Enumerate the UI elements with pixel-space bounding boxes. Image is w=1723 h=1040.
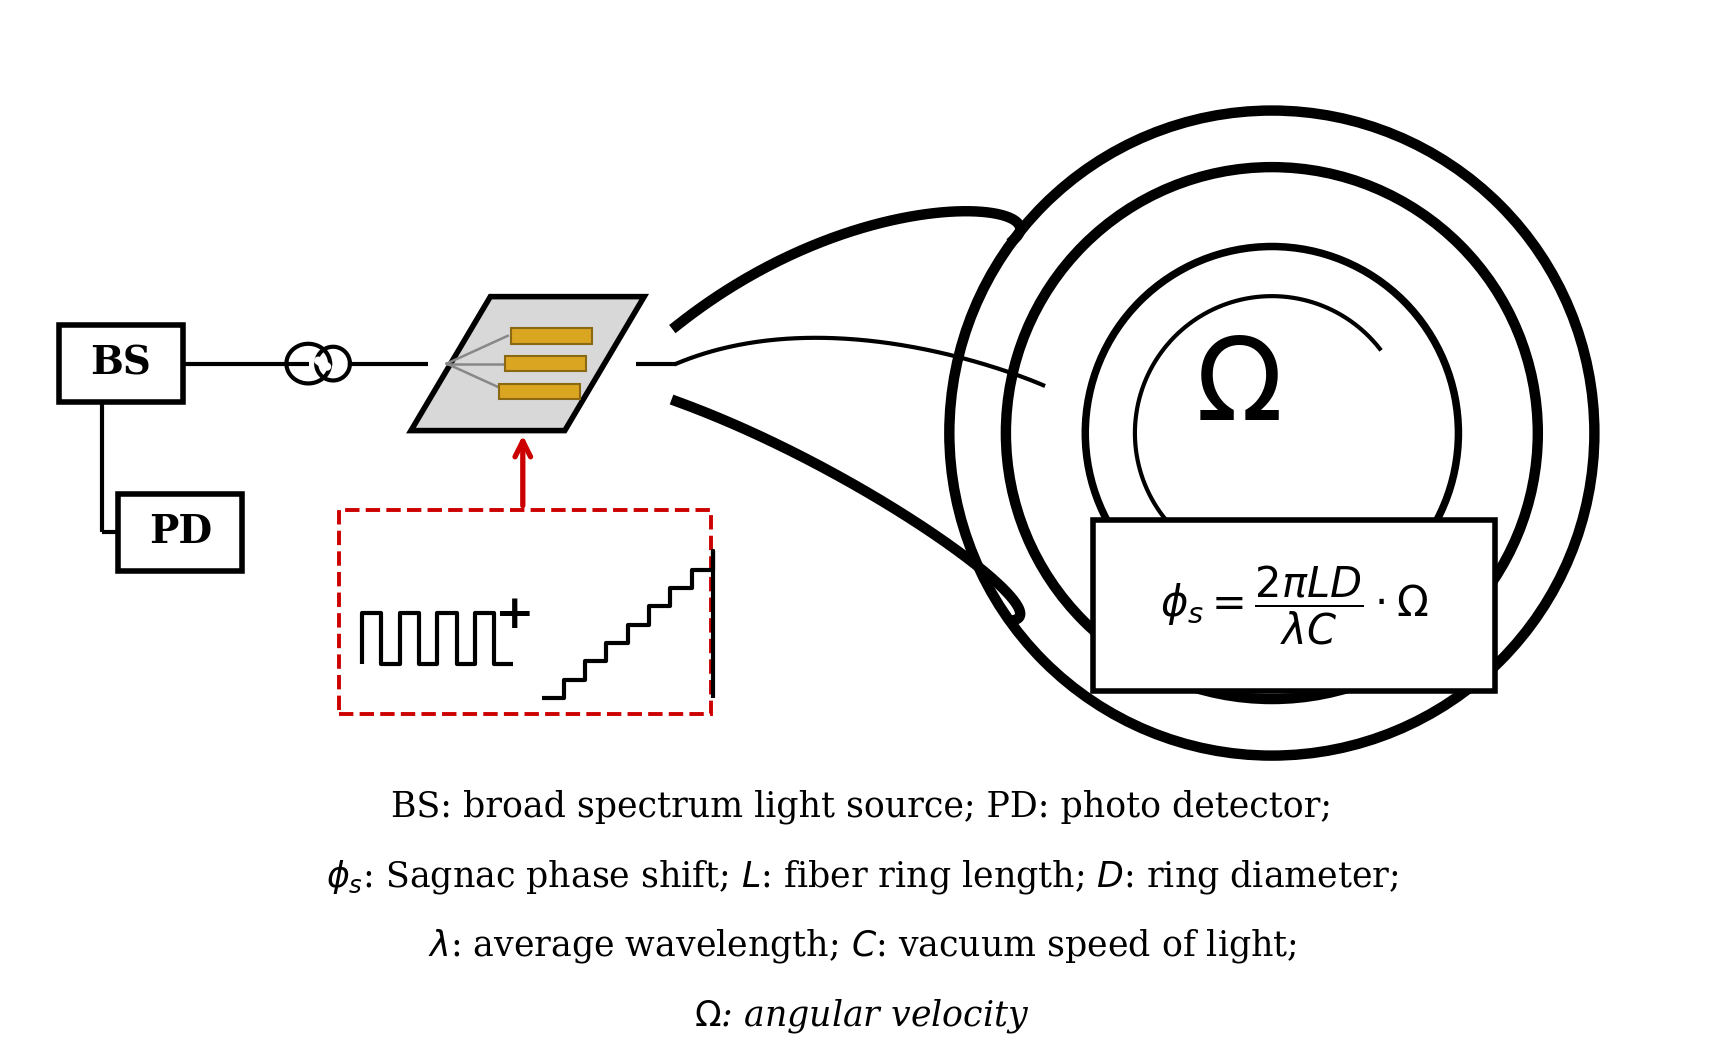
Bar xyxy=(119,494,243,571)
Text: $\lambda$: average wavelength; $C$: vacuum speed of light;: $\lambda$: average wavelength; $C$: vacu… xyxy=(427,927,1296,965)
Bar xyxy=(1092,520,1494,692)
Bar xyxy=(498,384,579,399)
Bar xyxy=(505,356,586,371)
Text: BS: BS xyxy=(90,344,152,383)
Text: PD: PD xyxy=(148,514,212,551)
Text: $\phi_s=\dfrac{2\pi LD}{\lambda C}\cdot\Omega$: $\phi_s=\dfrac{2\pi LD}{\lambda C}\cdot\… xyxy=(1160,565,1428,647)
Bar xyxy=(339,511,712,713)
Text: $\Omega$: $\Omega$ xyxy=(1194,333,1278,444)
Text: +: + xyxy=(495,592,534,638)
Text: $\phi_s$: Sagnac phase shift; $L$: fiber ring length; $D$: ring diameter;: $\phi_s$: Sagnac phase shift; $L$: fiber… xyxy=(326,858,1397,895)
Polygon shape xyxy=(410,296,644,431)
Text: $\Omega$: angular velocity: $\Omega$: angular velocity xyxy=(694,996,1029,1035)
Bar xyxy=(510,329,593,343)
Text: BS: broad spectrum light source; PD: photo detector;: BS: broad spectrum light source; PD: pho… xyxy=(391,790,1332,825)
Bar xyxy=(59,324,183,402)
